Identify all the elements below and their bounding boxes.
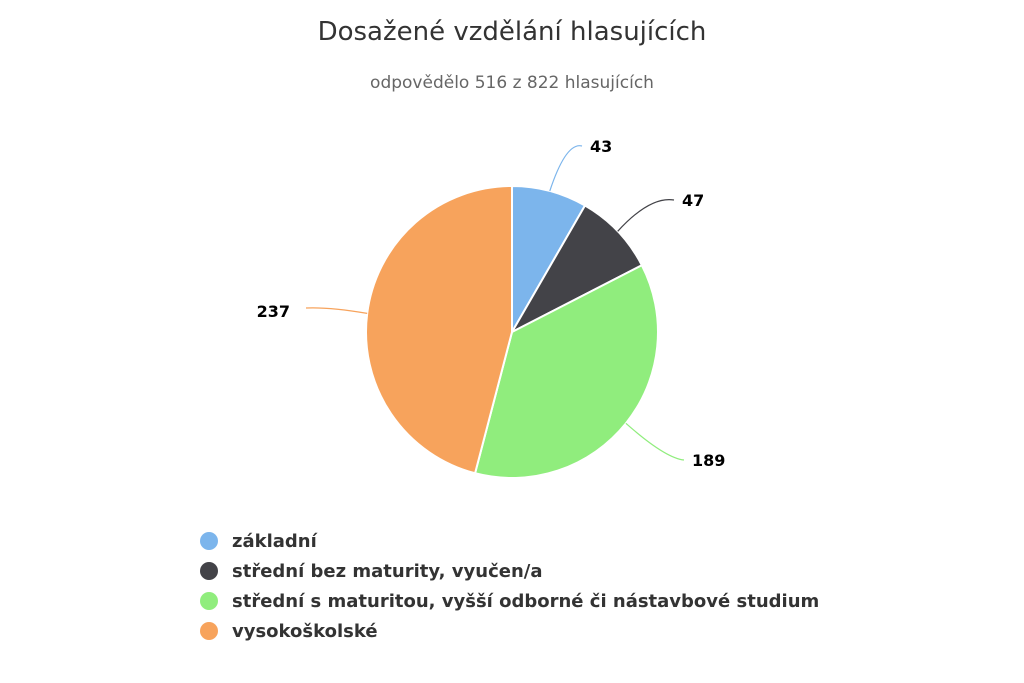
data-label-2: 189 bbox=[692, 451, 725, 470]
legend-label: vysokoškolské bbox=[232, 620, 378, 642]
chart-title: Dosažené vzdělání hlasujících bbox=[318, 17, 707, 47]
data-label-connectors bbox=[305, 145, 685, 461]
legend-item-0[interactable]: základní bbox=[200, 526, 819, 556]
pie-slices bbox=[365, 185, 659, 479]
legend-item-2[interactable]: střední s maturitou, vyšší odborné či ná… bbox=[200, 586, 819, 616]
legend-item-3[interactable]: vysokoškolské bbox=[200, 616, 819, 646]
chart-subtitle: odpovědělo 516 z 822 hlasujících bbox=[370, 73, 654, 93]
data-label-0: 43 bbox=[590, 137, 612, 156]
pie-slice-1[interactable] bbox=[511, 204, 643, 333]
legend-swatch-icon bbox=[200, 562, 218, 580]
data-label-connector-3 bbox=[305, 307, 368, 314]
data-label-connector-0 bbox=[549, 145, 583, 192]
data-label-connector-1 bbox=[617, 198, 675, 232]
data-label-connector-2 bbox=[625, 422, 685, 461]
data-label-3: 237 bbox=[257, 302, 290, 321]
legend-label: střední s maturitou, vyšší odborné či ná… bbox=[232, 590, 820, 612]
legend-swatch-icon bbox=[200, 622, 218, 640]
data-labels: 43 47 189 237 bbox=[257, 137, 726, 470]
legend: základní střední bez maturity, vyučen/a st… bbox=[200, 526, 819, 646]
data-label-1: 47 bbox=[682, 191, 704, 210]
legend-label: základní bbox=[232, 530, 317, 552]
legend-swatch-icon bbox=[200, 532, 218, 550]
legend-item-1[interactable]: střední bez maturity, vyučen/a bbox=[200, 556, 819, 586]
legend-swatch-icon bbox=[200, 592, 218, 610]
legend-label: střední bez maturity, vyučen/a bbox=[232, 560, 543, 582]
